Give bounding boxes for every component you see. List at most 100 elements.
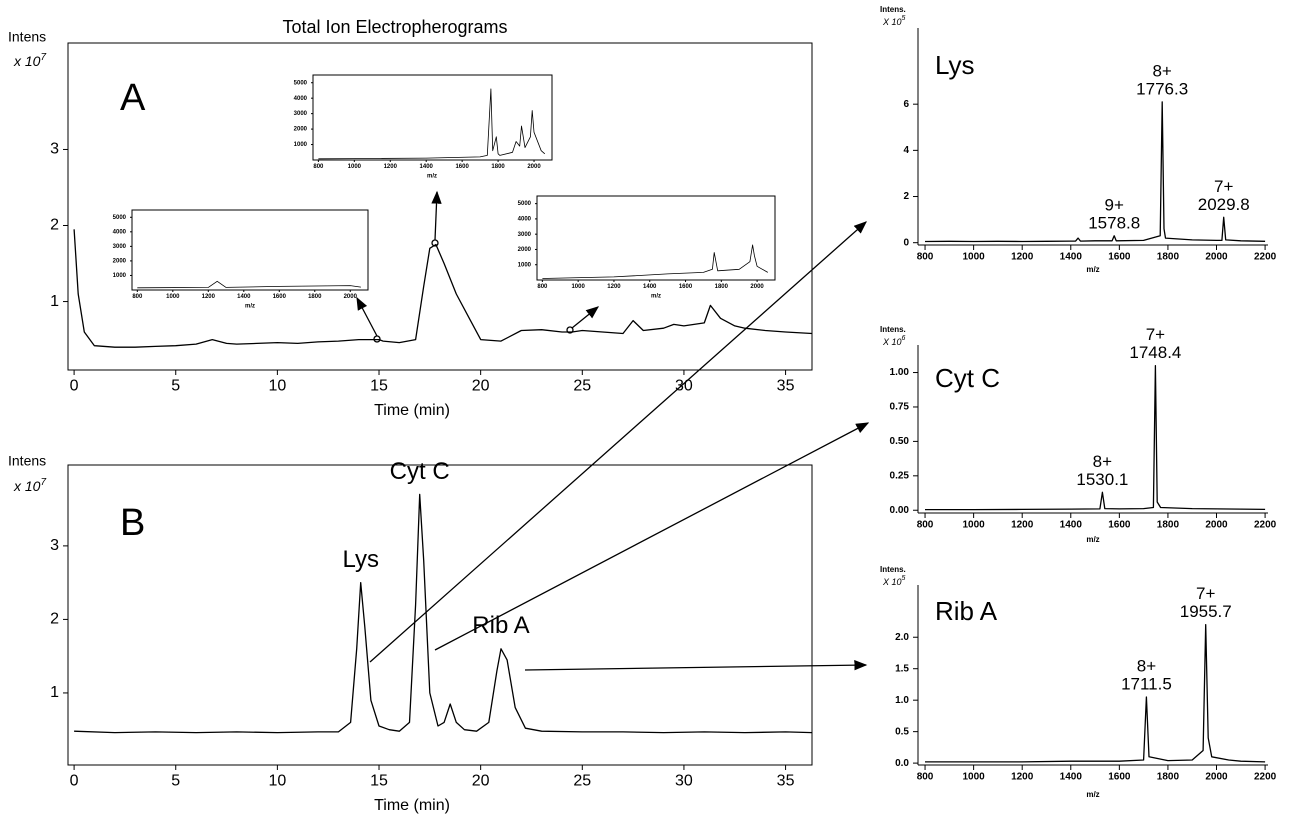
arrow: [524, 659, 868, 671]
y-tick-label: 0.25: [890, 470, 910, 481]
y-axis-label: Intens.: [880, 5, 906, 14]
y-tick-label: 5000: [294, 80, 308, 86]
trace: [924, 101, 1266, 243]
y-tick-label: 3000: [294, 111, 308, 117]
x-tick-label: 1600: [679, 284, 693, 290]
y-unit-exponent: 6: [902, 335, 906, 342]
y-tick-label: 4: [903, 145, 909, 156]
x-tick-label: 15: [370, 772, 388, 789]
y-tick-label: 1.5: [895, 663, 909, 674]
panel: 800 1000 1200 1400 1600 1800 2000 2200 0.0 0.5 1.0…: [880, 565, 1277, 799]
y-tick-label: 2000: [113, 258, 127, 264]
y-tick-label: 2: [50, 611, 59, 628]
x-axis-label: Time (min): [374, 402, 450, 419]
panel: 800 1000 1200 1400 1600 1800 2000 1000 2000 3000 4…: [294, 74, 553, 180]
x-tick-label: 25: [573, 377, 591, 394]
panel: 800 1000 1200 1400 1600 1800 2000 1000 2000 3000 4…: [113, 209, 369, 310]
x-tick-label: 1400: [237, 294, 251, 300]
arrow: [571, 306, 600, 329]
x-tick-label: 1600: [1108, 772, 1131, 783]
x-tick-label: 1400: [1060, 520, 1083, 531]
peak-charge: 7+: [1196, 584, 1215, 603]
peak-mz: 1711.5: [1121, 675, 1172, 694]
arrow: [434, 422, 870, 651]
peak-mz: 1530.1: [1076, 470, 1128, 489]
x-tick-label: 35: [777, 377, 795, 394]
x-axis-label: m/z: [245, 304, 255, 310]
x-tick-label: 1400: [1060, 772, 1083, 783]
x-tick-label: 1000: [962, 772, 985, 783]
trace: [73, 229, 813, 348]
peak-charge: 7+: [1146, 325, 1165, 344]
panel: 800 1000 1200 1400 1600 1800 2000 1000 2000 3000 4…: [518, 195, 776, 300]
x-tick-label: 1200: [1011, 252, 1034, 263]
peak-annotation: Cyt C: [390, 458, 450, 485]
y-axis-label: Intens: [8, 453, 46, 469]
chart-title: Total Ion Electropherograms: [282, 17, 507, 37]
y-axis-unit: x 107: [13, 52, 46, 69]
x-tick-label: 2200: [1254, 252, 1277, 263]
y-tick-label: 4000: [113, 229, 127, 235]
panel-label: Cyt C: [935, 363, 1000, 393]
y-tick-label: 5000: [518, 201, 532, 207]
y-axis-unit: X 106: [882, 335, 906, 348]
y-unit-exponent: 5: [902, 15, 906, 22]
y-tick-label: 0.75: [890, 402, 910, 413]
x-tick-label: 2200: [1254, 772, 1277, 783]
x-tick-label: 800: [917, 252, 934, 263]
trace: [925, 365, 1266, 511]
sample-point: [566, 326, 574, 334]
plot-frame: [131, 209, 369, 291]
x-tick-label: 1400: [1060, 252, 1083, 263]
x-tick-label: 1800: [308, 294, 322, 300]
x-axis-label: m/z: [651, 294, 661, 300]
peak-charge: 8+: [1093, 452, 1112, 471]
y-tick-label: 0.0: [895, 758, 909, 769]
peak-mz: 1748.4: [1129, 343, 1181, 362]
x-tick-label: 800: [537, 284, 548, 290]
arrows: [356, 190, 870, 671]
y-tick-label: 2: [903, 191, 909, 202]
y-tick-label: 1.00: [890, 367, 910, 378]
y-axis-unit: x 107: [13, 477, 46, 494]
y-tick-label: 4000: [518, 216, 532, 222]
x-tick-label: 1400: [420, 164, 434, 170]
x-tick-label: 1000: [962, 252, 985, 263]
x-tick-label: 1200: [607, 284, 621, 290]
x-axis-label: m/z: [1086, 790, 1099, 799]
y-tick-label: 2000: [294, 127, 308, 133]
y-unit-base: X 10: [882, 577, 902, 587]
y-tick-label: 2000: [518, 247, 532, 253]
panel: 0 5 10 15 20 25 30 35 1 2 3 Time (min) Intens x 107 B L…: [8, 453, 813, 814]
y-unit-exponent: 7: [40, 477, 46, 488]
x-tick-label: 30: [675, 377, 693, 394]
x-tick-label: 1000: [166, 294, 180, 300]
y-tick-label: 1000: [518, 262, 532, 268]
trace: [137, 280, 361, 289]
x-tick-label: 2000: [527, 164, 541, 170]
x-tick-label: 1800: [715, 284, 729, 290]
x-axis-label: Time (min): [374, 797, 450, 814]
y-unit-exponent: 5: [902, 575, 906, 582]
x-tick-label: 1000: [348, 164, 362, 170]
trace: [542, 244, 768, 279]
x-tick-label: 1800: [1157, 252, 1180, 263]
y-unit-exponent: 7: [40, 52, 46, 63]
y-tick-label: 1: [50, 293, 59, 310]
panel: 800 1000 1200 1400 1600 1800 2000 2200 0 2 4 6 m/z In…: [880, 5, 1277, 274]
x-tick-label: 5: [171, 772, 180, 789]
x-tick-label: 20: [472, 772, 490, 789]
panel-label: Rib A: [935, 596, 998, 626]
y-tick-label: 1000: [294, 142, 308, 148]
x-tick-label: 0: [70, 377, 79, 394]
x-tick-label: 1000: [962, 520, 985, 531]
y-tick-label: 4000: [294, 96, 308, 102]
y-tick-label: 3: [50, 141, 59, 158]
y-unit-base: X 10: [882, 17, 902, 27]
x-axis-label: m/z: [1086, 265, 1099, 274]
panel-label: A: [120, 77, 146, 119]
trace: [318, 88, 546, 160]
x-tick-label: 1600: [455, 164, 469, 170]
x-tick-label: 800: [917, 520, 934, 531]
